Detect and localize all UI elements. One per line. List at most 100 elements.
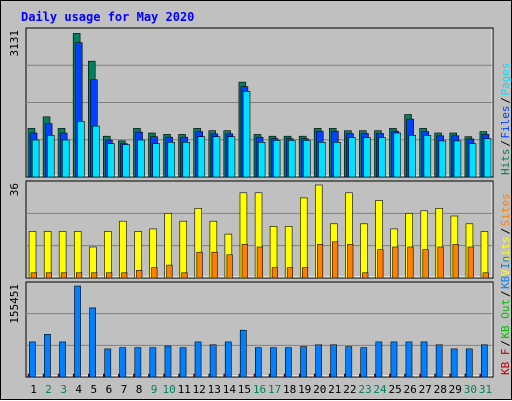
bar-sites xyxy=(166,264,173,279)
chart-title: Daily usage for May 2020 xyxy=(21,10,194,24)
bar-pages xyxy=(453,140,462,178)
bar-sites xyxy=(241,244,248,279)
x-tick-label: 30 xyxy=(464,383,477,396)
bar-pages xyxy=(197,136,206,178)
bar-pages xyxy=(318,142,326,178)
bar-kb-in xyxy=(390,341,398,378)
bar-pages xyxy=(107,143,115,178)
panel-kb: 155451 KB F/KB Out/KB In xyxy=(8,256,512,378)
bar-sites xyxy=(226,254,233,279)
bar-kb-in xyxy=(149,347,157,378)
bar-sites xyxy=(136,269,143,279)
bar-visits xyxy=(119,220,127,279)
x-tick-label: 16 xyxy=(253,383,266,396)
panel-bars xyxy=(27,33,492,178)
y-max-label: 3131 xyxy=(8,30,21,57)
bar-sites xyxy=(181,272,188,279)
legend-separator: / xyxy=(499,340,512,347)
x-tick-label: 31 xyxy=(479,383,492,396)
bar-sites xyxy=(106,272,113,279)
bar-kb-in xyxy=(480,344,488,378)
x-axis-labels: 1 2 3 4 5 6 7 8 9 10 11 12 13 14 15 16 17 18 19 20 21 22 23 24 2… xyxy=(30,383,492,396)
y-max-label: 155451 xyxy=(8,284,21,324)
bar-pages xyxy=(92,125,100,178)
panel-bars xyxy=(27,285,488,378)
bar-sites xyxy=(76,272,83,279)
bar-kb-in xyxy=(28,341,36,378)
bar-pages xyxy=(378,137,386,178)
bar-kb-in xyxy=(44,333,51,378)
bar-pages xyxy=(122,144,130,178)
legend-entry: Pages xyxy=(499,62,512,95)
x-tick-label: 12 xyxy=(193,383,206,396)
bar-kb-in xyxy=(89,307,96,378)
bar-kb-in xyxy=(465,348,473,378)
bar-pages xyxy=(468,143,477,178)
bar-sites xyxy=(467,246,474,279)
bar-sites xyxy=(211,251,218,279)
bar-pages xyxy=(287,140,296,178)
bar-kb-in xyxy=(59,341,66,378)
bar-kb-in xyxy=(450,348,458,378)
bar-kb-in xyxy=(345,346,353,378)
legend-separator: / xyxy=(499,290,512,297)
bar-kb-in xyxy=(179,347,187,378)
bar-kb-in xyxy=(164,345,172,378)
bar-visits xyxy=(28,231,37,279)
x-tick-label: 1 xyxy=(30,383,37,396)
legend-entry: KB In xyxy=(499,256,512,289)
bar-visits xyxy=(43,231,52,279)
x-tick-label: 2 xyxy=(45,383,52,396)
bar-sites xyxy=(286,267,294,279)
bar-kb-in xyxy=(375,341,383,378)
bar-pages xyxy=(423,135,432,178)
bar-sites xyxy=(151,267,158,279)
panel-bars xyxy=(28,184,489,279)
bar-visits xyxy=(104,231,112,279)
x-tick-label: 28 xyxy=(434,383,447,396)
bar-visits xyxy=(360,223,368,279)
bar-kb-in xyxy=(300,346,307,378)
bar-sites xyxy=(452,244,459,279)
x-tick-label: 8 xyxy=(136,383,143,396)
x-tick-label: 9 xyxy=(151,383,158,396)
bar-kb-in xyxy=(209,344,217,378)
bar-kb-in xyxy=(315,344,323,378)
bar-pages xyxy=(137,139,145,178)
bar-sites xyxy=(60,272,68,279)
x-tick-label: 17 xyxy=(268,383,281,396)
x-tick-label: 11 xyxy=(178,383,191,396)
bar-sites xyxy=(45,272,53,279)
bar-kb-in xyxy=(270,347,277,378)
bar-kb-in xyxy=(330,344,338,378)
bar-pages xyxy=(31,139,40,178)
bar-visits xyxy=(58,231,67,279)
legend-entry: Hits xyxy=(499,149,512,176)
bar-pages xyxy=(77,121,85,178)
x-tick-label: 26 xyxy=(403,383,416,396)
bar-pages xyxy=(46,135,55,178)
bar-kb-in xyxy=(435,344,443,378)
x-tick-label: 7 xyxy=(121,383,128,396)
x-tick-label: 6 xyxy=(106,383,113,396)
x-tick-label: 27 xyxy=(419,383,432,396)
bar-kb-in xyxy=(420,341,428,378)
panel-visits-sites: 36 Visits/ Sites xyxy=(8,180,512,279)
x-tick-label: 4 xyxy=(75,383,82,396)
bar-pages xyxy=(167,142,176,178)
bar-sites xyxy=(196,251,203,279)
bar-pages xyxy=(348,137,356,178)
bar-kb-in xyxy=(134,347,142,378)
bar-pages xyxy=(257,142,266,178)
x-tick-label: 13 xyxy=(208,383,221,396)
bar-kb-in xyxy=(104,348,112,378)
legend-entry: KB Out xyxy=(499,299,512,339)
bar-pages xyxy=(242,91,251,178)
panel-legend: KB F/KB Out/KB In xyxy=(499,256,512,375)
bar-sites xyxy=(347,244,354,279)
bar-sites xyxy=(437,246,444,279)
legend-separator: / xyxy=(499,97,512,104)
